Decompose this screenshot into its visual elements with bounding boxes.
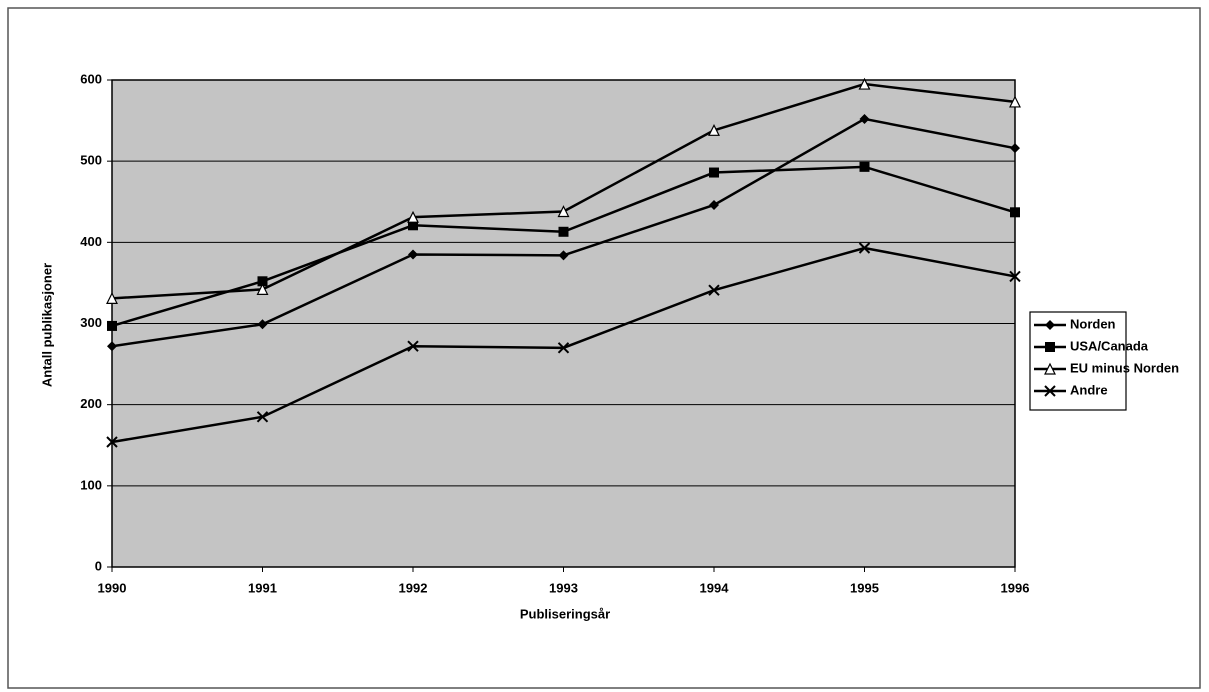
legend-label: USA/Canada [1070, 338, 1149, 353]
y-tick-label: 0 [95, 558, 102, 573]
point [859, 161, 870, 172]
x-tick-label: 1990 [98, 580, 127, 595]
point [407, 210, 419, 223]
point [107, 320, 117, 331]
point [106, 291, 118, 304]
legend-marker [1044, 385, 1056, 397]
x-tick-label: 1995 [850, 580, 879, 595]
x-tick-label: 1994 [700, 580, 730, 595]
x-tick-label: 1991 [248, 580, 277, 595]
legend-label: Norden [1070, 316, 1116, 331]
y-tick-label: 600 [80, 71, 102, 86]
point [257, 276, 268, 287]
point [407, 340, 419, 352]
point [408, 220, 418, 231]
point [858, 77, 871, 90]
point [557, 205, 570, 218]
point [256, 411, 269, 423]
point [256, 283, 269, 296]
point [859, 113, 870, 124]
x-tick-label: 1992 [399, 580, 428, 595]
y-tick-label: 300 [80, 315, 102, 330]
legend-marker [1045, 320, 1055, 330]
point [1009, 95, 1021, 108]
y-axis-label: Antall publikasjoner [39, 263, 54, 387]
point [708, 123, 720, 136]
x-tick-label: 1993 [549, 580, 578, 595]
x-tick-label: 1996 [1001, 580, 1030, 595]
legend-marker [1044, 362, 1056, 375]
point [257, 319, 268, 330]
y-tick-label: 200 [80, 396, 102, 411]
point [709, 199, 719, 210]
point [1010, 143, 1020, 154]
legend-label: EU minus Norden [1070, 360, 1179, 375]
point [106, 436, 118, 448]
point [408, 249, 418, 260]
point [1009, 270, 1021, 283]
point [858, 242, 871, 254]
y-tick-label: 400 [80, 234, 102, 249]
point [708, 284, 720, 296]
point [709, 167, 719, 178]
legend-label: Andre [1070, 382, 1108, 397]
point [107, 341, 117, 352]
point [557, 342, 570, 354]
x-axis-label: Publiseringsår [520, 606, 610, 621]
legend-marker [1045, 342, 1055, 352]
point [1010, 207, 1020, 218]
point [558, 250, 569, 261]
y-tick-label: 100 [80, 477, 102, 492]
point [558, 226, 569, 237]
y-tick-label: 500 [80, 153, 102, 168]
